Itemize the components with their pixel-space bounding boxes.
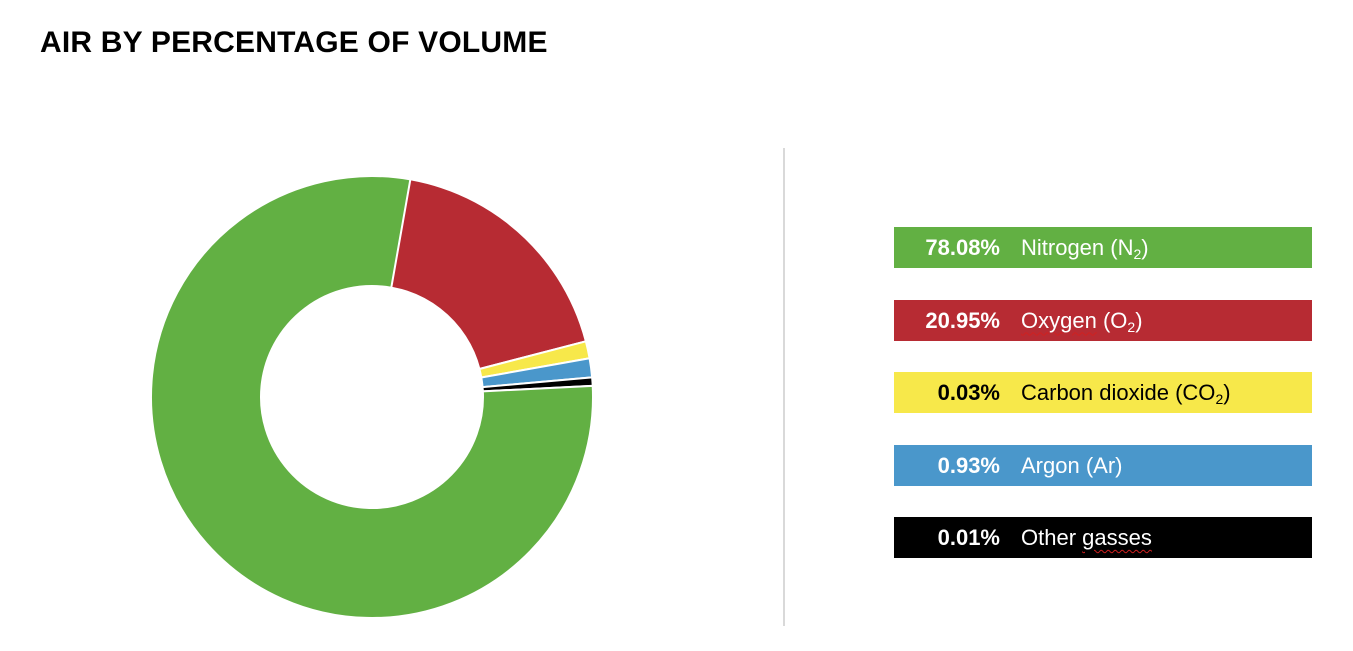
legend-label: Nitrogen (N2): [1021, 235, 1149, 262]
legend: 78.08% Nitrogen (N2) 20.95% Oxygen (O2) …: [894, 227, 1312, 590]
legend-value: 0.01%: [937, 525, 1000, 550]
legend-value: 0.03%: [937, 380, 1000, 405]
legend-item-oxygen: 20.95% Oxygen (O2): [894, 299, 1312, 341]
donut-slice-nitrogen: [150, 175, 594, 619]
legend-item-argon: 0.93% Argon (Ar): [894, 444, 1312, 486]
donut-slice-oxygen: [371, 174, 588, 371]
chart-title: AIR BY PERCENTAGE OF VOLUME: [40, 26, 548, 59]
legend-label: Oxygen (O2): [1021, 307, 1143, 335]
legend-value: 20.95%: [925, 307, 1000, 333]
legend-label: Carbon dioxide (CO2): [1021, 380, 1231, 407]
legend-value: 78.08%: [925, 235, 1000, 260]
legend-label: Argon (Ar): [1021, 452, 1123, 478]
legend-item-nitrogen: 78.08% Nitrogen (N2): [894, 227, 1312, 268]
legend-item-other-gasses: 0.01% Other gasses: [894, 517, 1312, 558]
divider: [783, 148, 785, 626]
donut-chart: [150, 174, 594, 619]
legend-label: Other gasses: [1021, 525, 1152, 550]
legend-item-carbon-dioxide: 0.03% Carbon dioxide (CO2): [894, 372, 1312, 413]
legend-value: 0.93%: [937, 452, 1000, 478]
